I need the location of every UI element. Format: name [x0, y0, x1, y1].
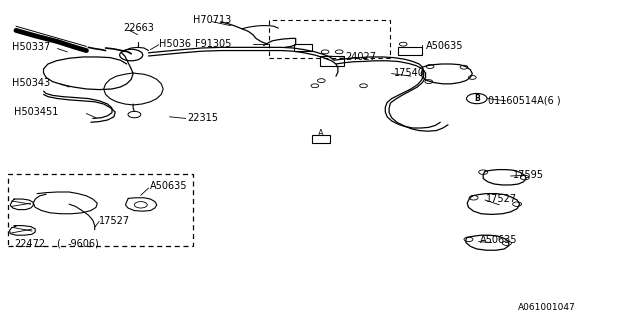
Bar: [269, 20, 390, 58]
Text: H5036: H5036: [159, 38, 191, 49]
Bar: [294, 44, 312, 51]
Text: (: (: [56, 239, 60, 249]
Text: H503451: H503451: [14, 107, 58, 117]
Bar: [8, 174, 193, 246]
Text: A50635: A50635: [150, 181, 188, 191]
Text: 17527: 17527: [99, 216, 131, 226]
Bar: [320, 56, 344, 66]
Text: A50635: A50635: [426, 41, 463, 51]
Text: F91305: F91305: [195, 39, 232, 49]
Text: 17595: 17595: [513, 170, 544, 180]
Text: 22472: 22472: [14, 239, 45, 249]
Text: 24027: 24027: [346, 52, 376, 62]
Text: 22315: 22315: [187, 113, 218, 123]
Text: B: B: [474, 94, 479, 103]
Bar: [398, 47, 422, 55]
Text: H50343: H50343: [12, 78, 50, 88]
Text: -9606): -9606): [67, 239, 99, 249]
Text: A061001047: A061001047: [518, 303, 576, 312]
Text: 22663: 22663: [123, 23, 154, 33]
Text: A: A: [319, 129, 324, 138]
Bar: [312, 135, 330, 143]
Text: H70713: H70713: [193, 15, 232, 25]
Text: H50337: H50337: [12, 42, 50, 52]
Text: 17540: 17540: [394, 68, 424, 78]
Text: A50635: A50635: [480, 235, 518, 245]
Text: 01160514A(6 ): 01160514A(6 ): [488, 96, 560, 106]
Text: 17527: 17527: [486, 194, 518, 204]
